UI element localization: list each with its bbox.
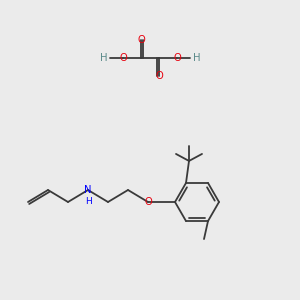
- Text: N: N: [84, 185, 92, 195]
- Text: O: O: [155, 71, 163, 81]
- Text: O: O: [137, 35, 145, 45]
- Text: O: O: [119, 53, 127, 63]
- Text: H: H: [193, 53, 200, 63]
- Text: H: H: [100, 53, 107, 63]
- Text: O: O: [173, 53, 181, 63]
- Text: H: H: [85, 196, 92, 206]
- Text: O: O: [144, 197, 152, 207]
